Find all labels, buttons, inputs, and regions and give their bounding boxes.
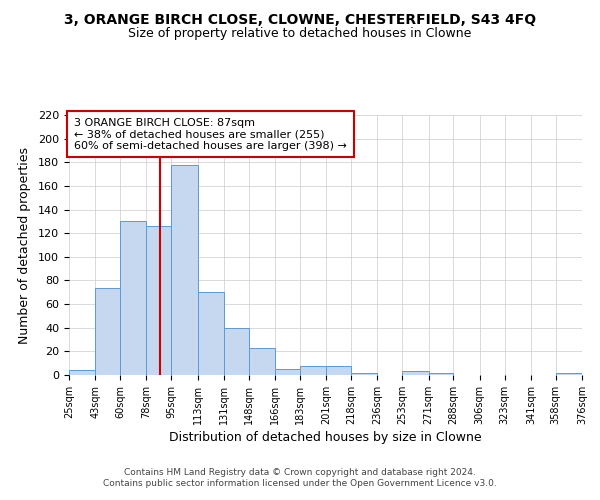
Text: 3 ORANGE BIRCH CLOSE: 87sqm
← 38% of detached houses are smaller (255)
60% of se: 3 ORANGE BIRCH CLOSE: 87sqm ← 38% of det…: [74, 118, 347, 151]
Bar: [556, 372, 582, 375]
Bar: [275, 369, 300, 375]
Bar: [69, 370, 95, 375]
Bar: [197, 292, 224, 375]
Bar: [428, 372, 454, 375]
Text: 3, ORANGE BIRCH CLOSE, CLOWNE, CHESTERFIELD, S43 4FQ: 3, ORANGE BIRCH CLOSE, CLOWNE, CHESTERFI…: [64, 12, 536, 26]
Bar: [402, 372, 428, 375]
Bar: [120, 222, 146, 375]
Bar: [95, 288, 120, 375]
Bar: [351, 372, 377, 375]
Text: Contains HM Land Registry data © Crown copyright and database right 2024.
Contai: Contains HM Land Registry data © Crown c…: [103, 468, 497, 487]
Bar: [224, 328, 249, 375]
Bar: [326, 366, 351, 375]
Bar: [300, 366, 326, 375]
Bar: [249, 348, 275, 375]
X-axis label: Distribution of detached houses by size in Clowne: Distribution of detached houses by size …: [169, 431, 482, 444]
Y-axis label: Number of detached properties: Number of detached properties: [18, 146, 31, 344]
Text: Size of property relative to detached houses in Clowne: Size of property relative to detached ho…: [128, 28, 472, 40]
Bar: [172, 164, 197, 375]
Bar: [146, 226, 172, 375]
